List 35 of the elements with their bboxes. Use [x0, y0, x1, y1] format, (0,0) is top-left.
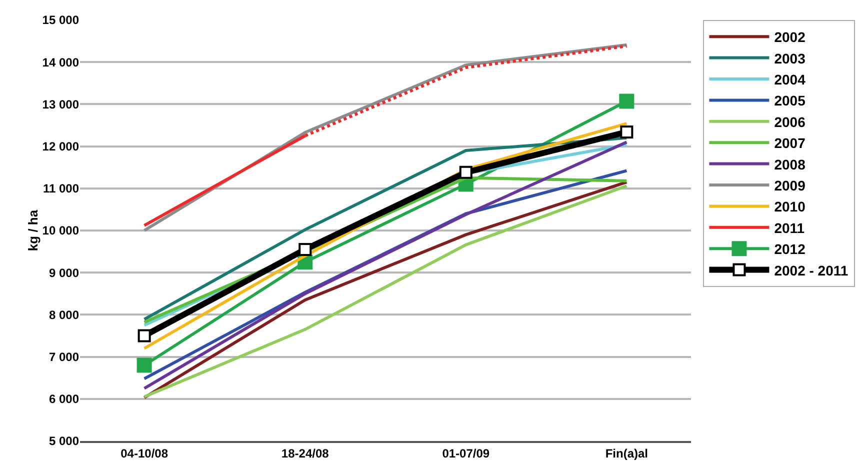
legend-label: 2010	[774, 198, 806, 215]
legend-label: 2009	[774, 177, 806, 194]
y-tick-label: 14 000	[42, 55, 80, 70]
x-tick-label: 04-10/08	[120, 446, 168, 460]
line-series	[142, 140, 628, 390]
legend-label: 2008	[774, 156, 806, 172]
y-tick-label: 6 000	[48, 392, 80, 406]
legend-label: 2007	[774, 135, 806, 152]
y-tick-label: 13 000	[42, 97, 80, 112]
point	[459, 166, 472, 179]
x-tick-label: Fin(a)al	[605, 446, 648, 460]
legend-label: 2002	[774, 29, 806, 46]
y-tick-label: 7 000	[48, 350, 80, 364]
y-tick-label: 15 000	[42, 13, 80, 28]
point	[619, 94, 634, 109]
legend-label: 2012	[774, 241, 806, 258]
legend-label: 2003	[774, 50, 806, 66]
point	[136, 358, 152, 373]
y-tick-label: 5 000	[48, 434, 80, 448]
x-tick-label: 01-07/09	[442, 446, 490, 460]
y-tick-label: 9 000	[48, 266, 80, 280]
point	[298, 242, 312, 256]
y-tick-label: 8 000	[48, 308, 80, 322]
y-tick-label: 11 000	[42, 182, 80, 196]
y-tick-label: 10 000	[42, 224, 80, 238]
y-tick-label: 12 000	[42, 140, 80, 154]
point	[620, 125, 634, 138]
x-tick-label: 18-24/08	[281, 446, 330, 460]
legend-label: 2011	[774, 220, 805, 236]
y-axis-title: kg / ha	[25, 209, 40, 252]
point	[138, 329, 151, 342]
legend-label: 2005	[774, 92, 806, 109]
legend-label: 2002 - 2011	[774, 262, 848, 278]
legend-label: 2006	[774, 114, 806, 130]
legend-label: 2004	[774, 71, 806, 88]
